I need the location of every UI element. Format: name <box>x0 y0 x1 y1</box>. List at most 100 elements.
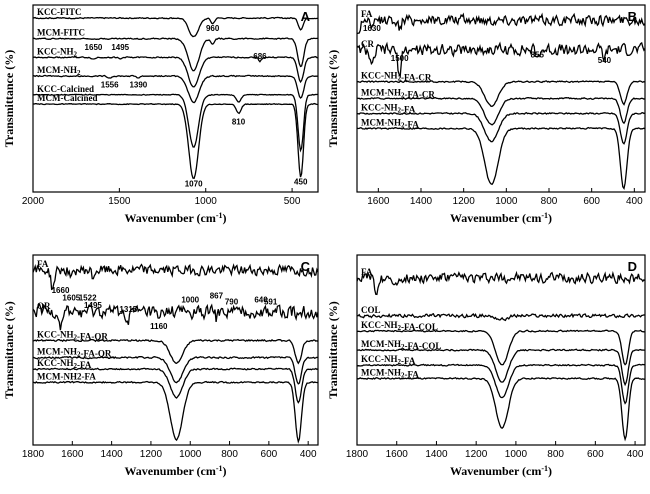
peak-annotation: 1660 <box>52 286 70 295</box>
series-label: FA <box>361 267 373 277</box>
x-tick-label: 1800 <box>346 449 369 460</box>
x-tick-label: 1400 <box>100 449 123 460</box>
series-label: MCM-NH2-FA <box>37 371 96 381</box>
series-label: MCM-NH2-FA-CR <box>361 88 435 100</box>
y-axis-title: Transmittance (%) <box>2 50 16 147</box>
peak-annotation: 855 <box>531 50 545 59</box>
plot-frame <box>32 4 319 193</box>
series-line-fa <box>357 12 645 35</box>
series-line-kcc-nh2-fa-qr <box>33 338 318 365</box>
series-label: MCM-NH2-FA-COL <box>361 339 441 351</box>
panel-letter: C <box>301 259 311 274</box>
peak-annotation: 867 <box>210 292 224 301</box>
y-axis-title: Transmittance (%) <box>326 50 340 147</box>
series-line-mcm-nh2 <box>33 74 318 104</box>
x-tick-label: 1000 <box>195 196 218 207</box>
series-label: KCC-NH2-FA-CR <box>361 71 432 83</box>
series-line-mcm-nh2-fa-qr <box>33 355 318 385</box>
x-axis-title: Wavenumber (cm-1) <box>450 211 552 225</box>
peak-annotation: 1556 <box>101 80 119 89</box>
peak-annotation: 640 <box>254 296 268 305</box>
peak-annotation: 1390 <box>129 80 147 89</box>
x-tick-label: 1000 <box>505 449 528 460</box>
peak-annotation: 1650 <box>85 43 103 52</box>
x-tick-label: 800 <box>547 449 564 460</box>
x-tick-label: 1200 <box>453 196 476 207</box>
series-line-mcm-fitc <box>33 37 318 72</box>
panel-c: 1800 1600 1400 1200 1000 800 600 400 Wavenumber … <box>2 254 319 478</box>
peak-annotation: 1495 <box>84 301 102 310</box>
series-line-mcm-nh2-fa-cr <box>357 96 645 126</box>
peak-annotation: 1522 <box>79 294 97 303</box>
series-label: MCM-NH2-FA-QR <box>37 347 112 359</box>
series-line-kcc-nh2-fa-col <box>357 329 645 366</box>
series-label: KCC-NH2-FA-QR <box>37 330 108 342</box>
x-tick-label: 600 <box>583 196 600 207</box>
y-axis-title: Transmittance (%) <box>2 301 16 398</box>
x-tick-label: 1400 <box>410 196 433 207</box>
x-tick-label: 500 <box>284 196 301 207</box>
x-tick-label: 1000 <box>179 449 202 460</box>
series-line-qr <box>33 303 318 331</box>
series-label: MCM-NH2-FA <box>361 368 419 380</box>
series-line-kcc-fitc <box>33 16 318 38</box>
series-label: KCC-NH2 <box>37 46 78 58</box>
series-label: MCM-NH2-FA <box>361 117 419 129</box>
peak-annotation: 450 <box>294 178 308 187</box>
x-tick-label: 1400 <box>425 449 448 460</box>
panel-letter: A <box>301 9 311 24</box>
series-label: COL <box>361 305 381 315</box>
series-line-kcc-nh2-fa <box>357 111 645 145</box>
series-line-kcc-calcined <box>33 93 318 153</box>
x-tick-label: 1600 <box>367 196 390 207</box>
x-tick-label: 800 <box>221 449 238 460</box>
series-line-kcc-nh2-fa <box>33 367 318 404</box>
panel-b: 1600 1400 1200 1000 800 600 400 Wavenumber (cm-… <box>326 4 646 225</box>
x-tick-label: 1600 <box>61 449 84 460</box>
series-label: KCC-FITC <box>37 7 82 17</box>
series-line-mcm-nh2-fa <box>33 380 318 444</box>
series-line-col <box>357 312 645 322</box>
series-label: KCC-NH2-FA <box>37 358 92 370</box>
peak-annotation: 1630 <box>363 24 381 33</box>
series-label: FA <box>37 259 49 269</box>
panel-d: 1800 1600 1400 1200 1000 800 600 400 Wavenumber … <box>326 254 646 478</box>
x-axis-title: Wavenumber (cm-1) <box>124 211 226 225</box>
x-tick-label: 400 <box>626 196 643 207</box>
peak-annotation: 810 <box>232 118 246 127</box>
series-label: KCC-NH2-FA-COL <box>361 320 438 332</box>
x-tick-label: 2000 <box>22 196 45 207</box>
peak-annotation: 1605 <box>62 294 80 303</box>
peak-annotation: 591 <box>264 297 278 306</box>
series-line-kcc-nh2-fa-cr <box>357 80 645 107</box>
x-tick-label: 1000 <box>495 196 518 207</box>
peak-annotation: 960 <box>206 24 220 33</box>
peak-annotation: 790 <box>225 297 239 306</box>
x-tick-label: 600 <box>261 449 278 460</box>
series-line-fa <box>357 270 645 296</box>
peak-annotation: 1000 <box>181 296 199 305</box>
x-tick-label: 1800 <box>22 449 45 460</box>
y-axis-title: Transmittance (%) <box>326 301 340 398</box>
series-label: FA <box>361 9 373 19</box>
series-line-fa <box>33 263 318 291</box>
series-label: MCM-Calcined <box>37 93 98 103</box>
x-axis-title: Wavenumber (cm-1) <box>450 464 552 478</box>
series-label: CR <box>361 39 374 49</box>
x-tick-label: 400 <box>300 449 317 460</box>
panel-a: 2000 1500 1000 500 Wavenumber (cm-1) Transmit… <box>2 4 319 225</box>
series-line-mcm-calcined <box>33 102 318 179</box>
series-label: MCM-NH2 <box>37 65 81 77</box>
series-label: KCC-NH2-FA <box>361 102 416 114</box>
peak-annotation: 540 <box>598 56 612 65</box>
series-label: QR <box>37 301 51 311</box>
series-label: KCC-NH2-FA <box>361 354 416 366</box>
x-tick-label: 1200 <box>140 449 163 460</box>
x-tick-label: 1600 <box>386 449 409 460</box>
series-line-mcm-nh2-fa <box>357 376 645 442</box>
peak-annotation: 1500 <box>391 54 409 63</box>
x-tick-label: 600 <box>587 449 604 460</box>
series-label: MCM-FITC <box>37 28 85 38</box>
series-label: KCC-Calcined <box>37 84 94 94</box>
